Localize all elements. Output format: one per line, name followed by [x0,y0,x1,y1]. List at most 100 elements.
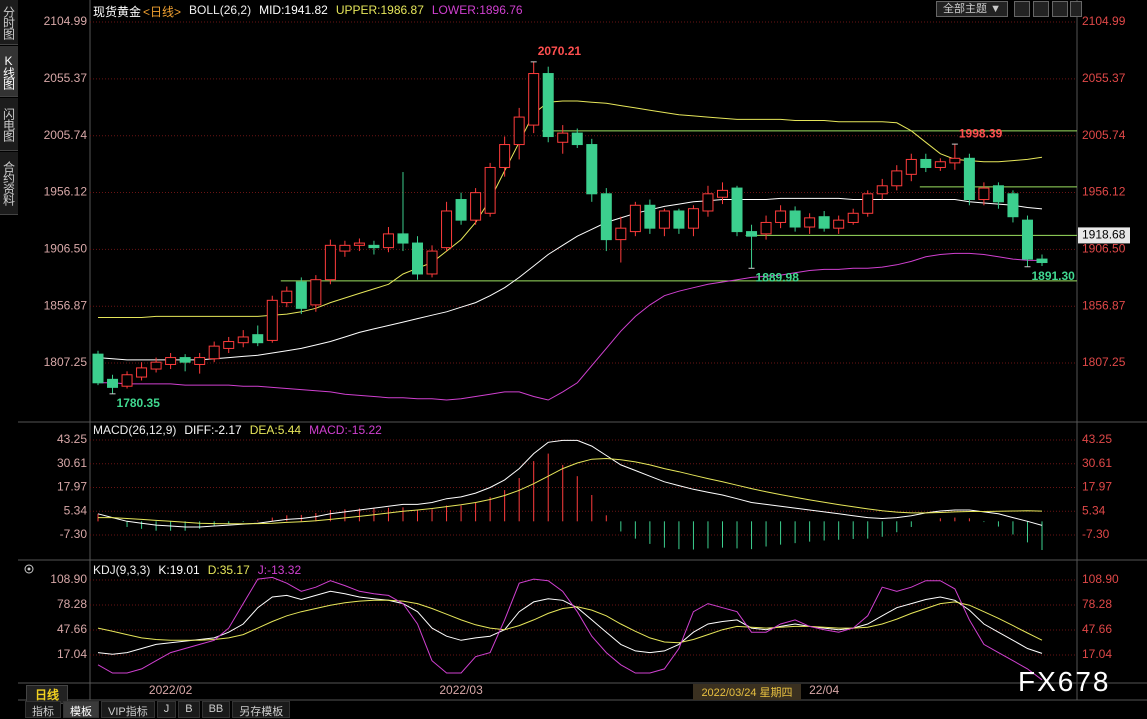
candle-body [687,208,699,229]
candle-body [673,210,685,229]
low-label: 1891.30 [1031,269,1075,283]
tab[interactable]: 模板 [63,701,99,718]
period-name: <日线> [143,5,182,19]
candle-body [208,345,220,360]
y-tick-label: 30.61 [1082,456,1112,470]
tab[interactable]: VIP指标 [101,701,155,718]
candle-body [339,244,351,252]
candle-body [876,185,888,195]
tab[interactable]: BB [201,701,231,718]
period-label[interactable]: 日线 [26,685,69,704]
y-tick-label: 2104.99 [1082,14,1126,28]
y-tick-label: -7.30 [60,527,88,541]
y-tick-label: 43.25 [57,432,87,446]
x-tick-label: 2022/03 [439,683,483,697]
watermark: FX678 [1018,666,1111,697]
candle-body [470,192,482,221]
candle-body [353,242,365,246]
y-tick-label: 47.66 [1082,622,1112,636]
candle-body [891,170,903,187]
y-tick-label: 1906.50 [44,242,88,256]
sidebar-button[interactable]: 闪电图 [0,98,18,151]
candle-body [992,185,1004,203]
dropdown-text: 全部主题 [943,3,988,15]
candle-body [600,193,612,241]
main-header: 现货黄金 <日线> BOLL(26,2) MID:1941.82 UPPER:1986.… [93,3,523,20]
y-tick-label: 5.34 [64,503,88,517]
candle-body [920,158,932,168]
candle-body [557,132,569,143]
candle-body [441,210,453,249]
candle-body [266,299,278,341]
sidebar-button[interactable]: 合约资料 [0,152,18,215]
candle-body [455,199,467,221]
tab[interactable]: 另存模板 [232,701,291,718]
theme-dropdown[interactable]: 全部主题 ▼ [936,1,1008,17]
candle-body [716,189,728,198]
series-line [97,197,1043,361]
candle-body [121,374,133,387]
candle-body [818,216,830,229]
sidebar-button[interactable]: 分时图 [0,0,18,45]
y-tick-label: 1856.87 [44,298,88,312]
candle-body [513,116,525,146]
y-tick-label: 1956.12 [44,185,88,199]
tab-bar: 指标 模板 VIP指标 J B BB 另存模板 [25,701,291,718]
candle-body [368,244,380,249]
toolbar-button[interactable] [1052,1,1068,17]
series-line [97,590,1043,655]
y-tick-label: 17.97 [57,480,87,494]
candle-body [1036,258,1048,264]
candle-body [223,341,235,349]
instrument-name: 现货黄金 [93,5,142,19]
toolbar-button[interactable] [1033,1,1049,17]
y-tick-label: 17.04 [1082,647,1112,661]
candle-body [934,161,946,168]
series-line [98,252,1043,401]
low-label: 1780.35 [117,396,161,410]
candle-body [412,242,424,275]
candle-body [382,233,394,249]
indicator-name: BOLL(26,2) [189,3,252,17]
y-tick-label: 30.61 [57,456,87,470]
y-tick-label: -7.30 [1082,527,1110,541]
legend-entry: MACD:-15.22 [309,423,382,437]
y-tick-label: 47.66 [57,622,87,636]
x-tick-label: 2022/02 [149,683,193,697]
candle-body [324,244,336,281]
candle-body [963,157,975,201]
y-tick-label: 2104.99 [44,14,88,28]
y-tick-label: 78.28 [57,597,87,611]
candle-body [702,193,714,212]
x-tick-label: 22/04 [809,683,839,697]
kdj-header: KDJ(9,3,3) K:19.01 D:35.17 J:-13.32 [93,563,301,577]
y-tick-label: 2055.37 [44,71,88,85]
toolbar-button[interactable] [1014,1,1030,17]
tab[interactable]: 指标 [25,701,61,718]
y-tick-label: 1956.12 [1082,185,1126,199]
candle-body [949,157,961,164]
series-line [98,100,1043,318]
candle-body [746,231,758,237]
sidebar-button[interactable]: K线图 [0,46,18,97]
tab[interactable]: J [156,701,177,718]
series-line [97,576,1043,681]
y-tick-label: 17.04 [57,647,87,661]
legend-entry: D:35.17 [207,563,250,577]
toolbar-button[interactable] [1070,1,1082,17]
candle-body [150,361,162,370]
y-tick-label: 108.90 [50,572,87,586]
candle-body [165,357,177,365]
candle-body [775,210,787,223]
candle-body [542,73,554,138]
candle-body [237,336,249,344]
candle-body [136,367,148,378]
candle-body [252,334,264,344]
candle-body [615,227,627,241]
y-tick-label: 2005.74 [44,128,88,142]
candle-body [847,212,859,223]
kdj-icon-dot [27,567,31,571]
high-label: 2070.21 [538,44,582,58]
tab[interactable]: B [178,701,200,718]
